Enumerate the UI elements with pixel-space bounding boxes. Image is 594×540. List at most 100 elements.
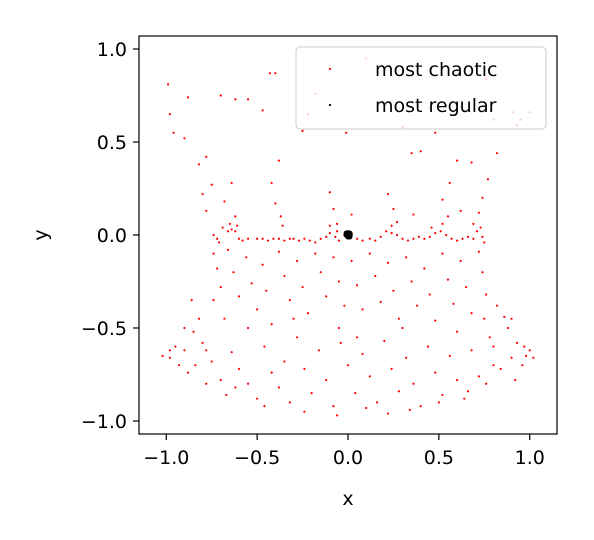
y-tick-label: 0.5 [97, 132, 127, 154]
point-most-chaotic [401, 326, 404, 330]
point-most-chaotic [523, 345, 526, 348]
x-axis-ticks: −1.0 −0.5 0.0 0.5 1.0 [143, 434, 545, 469]
point-most-chaotic [448, 354, 451, 357]
point-most-chaotic [405, 356, 408, 359]
x-tick-label: −0.5 [234, 447, 280, 469]
point-most-chaotic [483, 317, 486, 320]
point-most-chaotic [234, 230, 237, 233]
point-most-chaotic [236, 224, 239, 227]
point-most-chaotic [477, 250, 480, 253]
point-most-chaotic [337, 326, 341, 330]
point-most-chaotic [486, 178, 490, 181]
point-most-chaotic [423, 267, 426, 270]
point-most-chaotic [168, 356, 171, 359]
point-most-chaotic [325, 378, 328, 382]
point-most-chaotic [461, 237, 464, 240]
point-most-chaotic [288, 237, 291, 240]
point-most-chaotic [319, 271, 322, 274]
point-most-chaotic [192, 330, 195, 333]
point-most-chaotic [397, 317, 400, 320]
point-most-chaotic [332, 256, 335, 259]
point-most-chaotic [335, 222, 339, 225]
point-most-chaotic [350, 213, 353, 216]
point-most-chaotic [365, 406, 368, 410]
point-most-chaotic [485, 382, 488, 385]
point-most-chaotic [434, 319, 437, 322]
point-most-chaotic [434, 131, 437, 134]
legend-marker-most-regular [328, 103, 332, 107]
point-most-chaotic [177, 364, 181, 367]
point-most-chaotic [355, 237, 359, 240]
point-most-chaotic [441, 198, 444, 201]
point-most-chaotic [470, 161, 473, 164]
point-most-chaotic [270, 323, 273, 326]
point-most-chaotic [261, 109, 264, 112]
point-most-chaotic [172, 131, 175, 134]
point-most-chaotic [477, 211, 480, 214]
point-most-chaotic [401, 237, 404, 240]
point-most-chaotic [455, 378, 459, 382]
point-most-chaotic [328, 224, 331, 227]
point-most-chaotic [246, 326, 250, 330]
point-most-chaotic [428, 235, 431, 238]
point-most-chaotic [234, 98, 237, 101]
point-most-chaotic [434, 232, 437, 235]
point-most-chaotic [477, 375, 480, 378]
point-most-chaotic [174, 345, 177, 348]
point-most-chaotic [395, 220, 399, 224]
point-most-chaotic [386, 412, 390, 415]
point-most-chaotic [241, 239, 244, 242]
point-most-chaotic [210, 360, 213, 363]
point-most-chaotic [223, 317, 226, 320]
point-most-chaotic [306, 312, 310, 315]
point-most-chaotic [283, 239, 286, 242]
point-most-chaotic [234, 215, 237, 218]
point-most-chaotic [183, 326, 186, 330]
point-most-chaotic [337, 239, 341, 242]
point-most-chaotic [455, 239, 459, 242]
point-most-chaotic [368, 252, 371, 255]
point-most-chaotic [205, 382, 208, 385]
point-most-chaotic [296, 336, 299, 339]
point-most-chaotic [225, 393, 228, 397]
point-most-chaotic [470, 349, 473, 352]
point-most-chaotic [335, 414, 339, 417]
point-most-chaotic [303, 367, 306, 371]
point-most-chaotic [230, 228, 233, 231]
point-most-chaotic [334, 235, 337, 238]
point-most-chaotic [379, 235, 382, 238]
point-most-chaotic [423, 237, 426, 240]
point-most-chaotic [212, 298, 215, 302]
y-tick-label: −1.0 [81, 411, 127, 433]
point-most-chaotic [463, 397, 466, 400]
point-most-chaotic [246, 382, 250, 385]
point-most-chaotic [245, 256, 248, 259]
point-most-chaotic [261, 237, 264, 240]
point-most-chaotic [390, 367, 393, 371]
point-most-chaotic [374, 239, 377, 242]
point-most-chaotic [310, 391, 313, 395]
point-most-chaotic [212, 233, 215, 237]
point-most-chaotic [446, 278, 450, 281]
point-most-chaotic [495, 304, 499, 307]
point-most-chaotic [205, 155, 208, 158]
point-most-chaotic [256, 308, 259, 311]
point-most-chaotic [337, 280, 341, 283]
point-most-chaotic [483, 241, 486, 244]
y-axis-label: y [30, 229, 52, 240]
point-most-chaotic [441, 393, 444, 397]
point-most-chaotic [410, 280, 413, 283]
point-most-chaotic [250, 282, 253, 285]
point-most-chaotic [328, 232, 331, 235]
point-most-chaotic [350, 259, 353, 263]
point-most-chaotic [314, 241, 317, 244]
point-most-chaotic [301, 285, 304, 289]
point-most-regular [347, 232, 353, 238]
point-most-chaotic [277, 237, 281, 240]
point-most-chaotic [481, 196, 484, 199]
point-most-chaotic [390, 232, 393, 235]
point-most-chaotic [168, 113, 171, 116]
point-most-chaotic [374, 274, 377, 278]
point-most-chaotic [205, 349, 208, 352]
